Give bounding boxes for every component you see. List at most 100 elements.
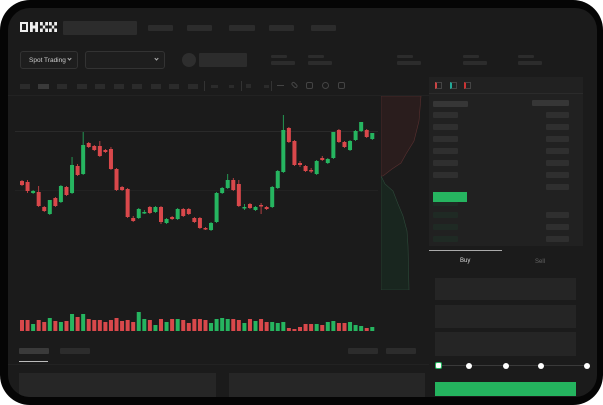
volume-bar: [298, 327, 302, 331]
tab-order-history[interactable]: [60, 348, 90, 354]
orderbook-price[interactable]: [433, 172, 458, 178]
tab-buy[interactable]: Buy: [460, 258, 471, 264]
timeframe-button[interactable]: [57, 84, 67, 89]
slider-mark-25[interactable]: [466, 363, 472, 369]
orderbook-asks-icon[interactable]: [464, 82, 471, 89]
stat-value: [463, 61, 487, 65]
orderbook-price[interactable]: [433, 148, 458, 154]
candle-body: [81, 145, 86, 174]
orderbook-price[interactable]: [433, 136, 458, 142]
filter-button[interactable]: [348, 348, 378, 354]
volume-bar: [114, 318, 119, 331]
orderbook-price[interactable]: [433, 124, 458, 130]
timeframe-button[interactable]: [169, 84, 179, 89]
percent-slider-track[interactable]: [439, 365, 589, 366]
orderbook-price[interactable]: [433, 112, 458, 118]
slider-mark-50[interactable]: [503, 363, 509, 369]
orderbook-price[interactable]: [433, 224, 458, 230]
stat-value: [271, 61, 295, 65]
nav-item[interactable]: [311, 25, 336, 31]
spot-trading-dropdown[interactable]: Spot Trading: [20, 51, 78, 69]
buy-submit-button[interactable]: [435, 382, 576, 396]
slider-mark-100[interactable]: [584, 363, 590, 369]
volume-bar: [209, 323, 214, 331]
volume-bar: [159, 319, 163, 331]
candle-body: [70, 165, 75, 193]
chevron-down-icon[interactable]: [229, 85, 234, 88]
settings-icon[interactable]: [322, 82, 329, 89]
nav-item[interactable]: [229, 25, 255, 31]
price-input[interactable]: [435, 278, 576, 300]
candle-body: [214, 193, 219, 222]
volume-bar: [303, 324, 308, 331]
order-book: [429, 77, 583, 246]
timeframe-button[interactable]: [151, 84, 161, 89]
total-input[interactable]: [435, 332, 576, 356]
volume-bar: [359, 326, 364, 331]
candle-body: [53, 198, 58, 206]
volume-bar: [64, 321, 69, 331]
candle-body: [370, 133, 375, 139]
slider-mark-75[interactable]: [538, 363, 544, 369]
okx-logo[interactable]: [20, 22, 57, 32]
orderbook-price[interactable]: [433, 212, 458, 218]
camera-icon[interactable]: [306, 82, 313, 89]
candle-body: [320, 158, 325, 160]
nav-item[interactable]: [148, 25, 173, 31]
candle-body: [253, 207, 258, 210]
filter-button[interactable]: [386, 348, 416, 354]
nav-item[interactable]: [187, 25, 212, 31]
candle-body: [225, 180, 230, 188]
volume-bar: [247, 319, 252, 331]
orderbook-price[interactable]: [433, 236, 458, 242]
candle-body: [197, 218, 202, 228]
fullscreen-icon[interactable]: [338, 82, 345, 89]
candle-body: [20, 181, 24, 185]
orderbook-both-icon[interactable]: [435, 82, 442, 89]
depth-bids-area: [381, 175, 410, 290]
divider: [8, 95, 429, 96]
volume-bar: [292, 329, 297, 331]
volume-bar: [164, 322, 169, 331]
column-header: [433, 101, 468, 107]
timeframe-button[interactable]: [188, 84, 198, 89]
orderbook-price[interactable]: [433, 200, 458, 206]
pair-dropdown[interactable]: [85, 51, 165, 69]
amount-input[interactable]: [435, 305, 576, 328]
coin-avatar: [182, 53, 196, 67]
timeframe-button[interactable]: [114, 84, 124, 89]
active-tab-underline: [19, 361, 48, 362]
indicator-icon[interactable]: [246, 84, 251, 88]
volume-bar: [131, 322, 136, 331]
candlestick-chart[interactable]: [8, 96, 429, 336]
orderbook-price[interactable]: [433, 160, 458, 166]
candle-body: [292, 141, 297, 165]
slider-handle[interactable]: [435, 362, 442, 369]
search-bar[interactable]: [63, 21, 137, 35]
orderbook-bids-icon[interactable]: [450, 82, 457, 89]
candle-body: [270, 187, 275, 207]
candle-body: [97, 146, 102, 156]
volume-bar: [136, 312, 141, 331]
chevron-down-icon[interactable]: [264, 85, 269, 88]
volume-bar: [281, 322, 286, 331]
tab-sell[interactable]: Sell: [535, 259, 546, 265]
volume-bar: [86, 319, 91, 331]
timeframe-button[interactable]: [132, 84, 142, 89]
timeframe-button[interactable]: [95, 84, 105, 89]
ruler-icon[interactable]: [290, 81, 299, 89]
chart-type-icon[interactable]: [211, 85, 218, 88]
timeframe-button[interactable]: [20, 84, 30, 89]
timeframe-button[interactable]: [77, 84, 87, 89]
orderbook-amount: [546, 224, 569, 230]
stat-label: [397, 55, 413, 58]
tab-open-orders[interactable]: [19, 348, 49, 354]
stat-label: [271, 55, 287, 58]
timeframe-button-active[interactable]: [38, 84, 49, 89]
volume-bar: [186, 323, 191, 331]
spot-trading-label: Spot Trading: [29, 56, 66, 64]
nav-item[interactable]: [269, 25, 294, 31]
line-icon[interactable]: [277, 82, 284, 86]
volume-bar: [25, 320, 30, 331]
volume-bar: [103, 322, 108, 331]
